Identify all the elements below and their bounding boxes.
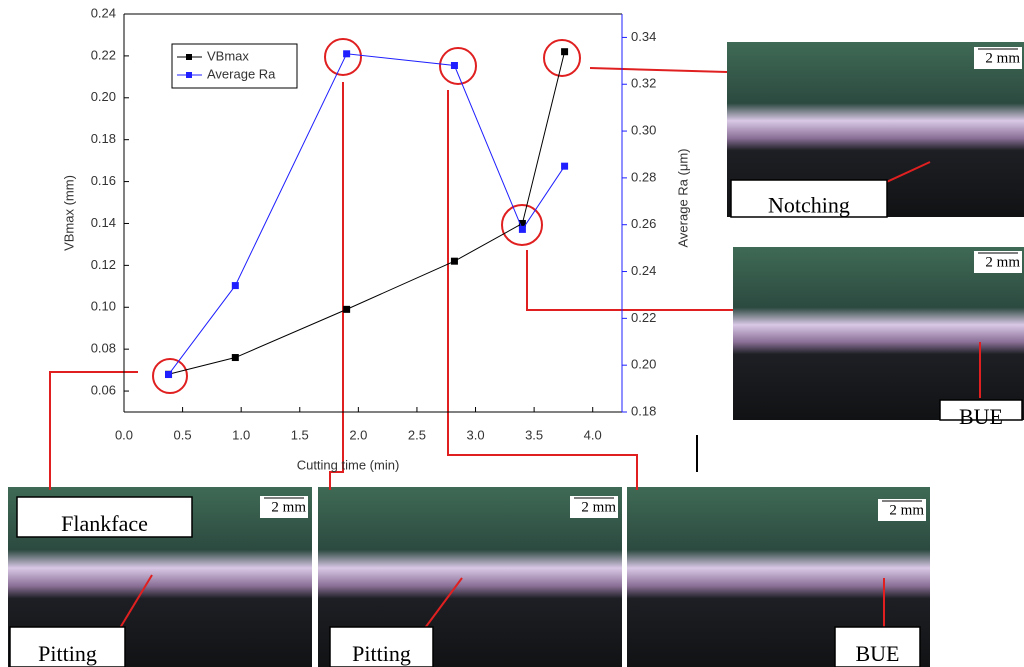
y2-tick-label: 0.30 <box>631 122 656 137</box>
arrow <box>527 250 733 310</box>
x-tick-label: 3.0 <box>466 427 484 442</box>
page: 0.0 0.5 1.0 1.5 2.0 2.5 3.0 3.5 4.0 0.06 0.08 0.10 0… <box>0 0 1024 667</box>
x-tick-label: 0.0 <box>115 427 133 442</box>
y-tick-label: 0.08 <box>91 341 116 356</box>
highlight-circle <box>544 40 580 76</box>
arrow <box>590 68 727 72</box>
y2-tick-label: 0.34 <box>631 29 656 44</box>
annotation: BUE <box>856 641 900 666</box>
x-tick-label: 1.0 <box>232 427 250 442</box>
y-tick-label: 0.10 <box>91 299 116 314</box>
highlight-circle <box>325 39 361 75</box>
x-tick-label: 3.5 <box>525 427 543 442</box>
point <box>561 163 568 170</box>
point <box>519 226 526 233</box>
y-tick-label: 0.20 <box>91 89 116 104</box>
scale-label: 2 mm <box>581 499 616 515</box>
legend-marker <box>186 54 192 60</box>
x-axis-label: Cutting time (min) <box>297 457 400 472</box>
y-tick-label: 0.24 <box>91 5 116 20</box>
scale-label: 2 mm <box>271 499 306 515</box>
scale-label: 2 mm <box>985 254 1020 270</box>
scale-label: 2 mm <box>889 502 924 518</box>
point <box>451 258 458 265</box>
y2-axis-label: Average Ra (μm) <box>675 148 690 247</box>
y2-tick-label: 0.24 <box>631 263 656 278</box>
y-tick-label: 0.14 <box>91 215 116 230</box>
x-tick-label: 2.0 <box>349 427 367 442</box>
annotation: Pitting <box>352 641 411 666</box>
scale-label: 2 mm <box>985 50 1020 66</box>
photos <box>8 42 1024 667</box>
annotation: BUE <box>959 404 1003 429</box>
legend-marker <box>186 72 192 78</box>
y-tick-label: 0.06 <box>91 382 116 397</box>
point <box>561 48 568 55</box>
point <box>232 354 239 361</box>
x-tick-label: 0.5 <box>174 427 192 442</box>
point <box>451 62 458 69</box>
annotation: Flankface <box>61 511 148 536</box>
x-tick-label: 1.5 <box>291 427 309 442</box>
x-tick-label: 4.0 <box>584 427 602 442</box>
y-tick-label: 0.12 <box>91 257 116 272</box>
legend-label: VBmax <box>207 48 249 63</box>
legend-label: Average Ra <box>207 66 276 81</box>
y-axis-label: VBmax (mm) <box>61 175 76 251</box>
y2-tick-label: 0.20 <box>631 357 656 372</box>
highlight-circle <box>440 48 476 84</box>
y2-tick-label: 0.22 <box>631 310 656 325</box>
point <box>165 371 172 378</box>
point <box>343 306 350 313</box>
x-tick-label: 2.5 <box>408 427 426 442</box>
arrow <box>330 82 343 490</box>
y2-tick-label: 0.18 <box>631 403 656 418</box>
annotation: Notching <box>768 193 850 218</box>
y2-tick-label: 0.26 <box>631 216 656 231</box>
y2-tick-label: 0.32 <box>631 76 656 91</box>
y-tick-label: 0.16 <box>91 173 116 188</box>
y-tick-label: 0.22 <box>91 47 116 62</box>
y2-tick-label: 0.28 <box>631 169 656 184</box>
annotation: Pitting <box>38 641 97 666</box>
point <box>232 282 239 289</box>
figure: 0.0 0.5 1.0 1.5 2.0 2.5 3.0 3.5 4.0 0.06 0.08 0.10 0… <box>0 0 1024 667</box>
point <box>343 50 350 57</box>
y-tick-label: 0.18 <box>91 131 116 146</box>
